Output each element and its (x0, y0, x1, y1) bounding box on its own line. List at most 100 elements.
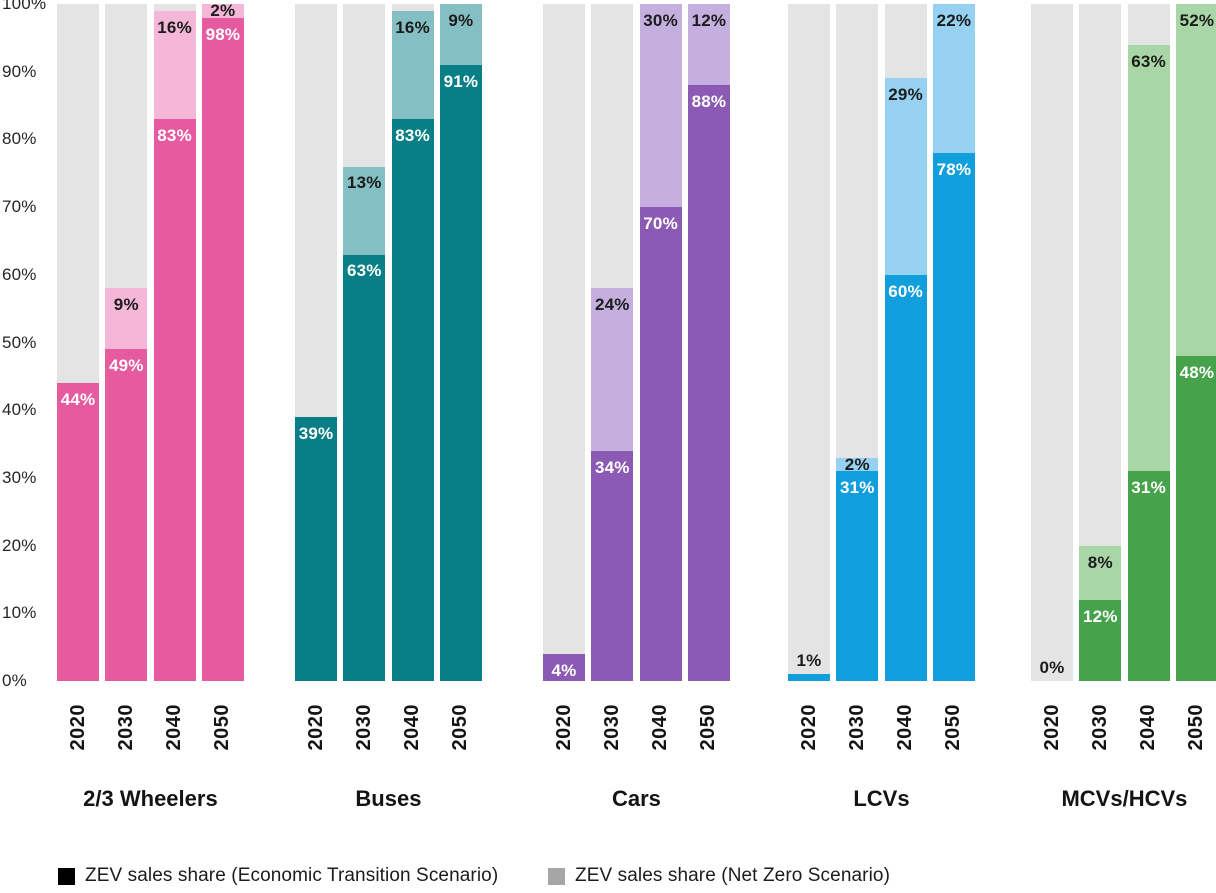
segment-ets-lcvs-2020 (788, 674, 830, 681)
bar-lcvs-2020: 1% (788, 4, 830, 681)
segment-nzs-mcvs-hcvs-2040 (1127, 44, 1170, 472)
bar-lcvs-2050: 78% 22% (932, 4, 975, 681)
segment-ets-2-3-wheelers-2020 (57, 383, 99, 681)
bar-mcvs-hcvs-2030: 12% 8% (1079, 4, 1122, 681)
value-label-nzs-mcvs-hcvs-2030: 8% (1087, 552, 1113, 572)
value-label-nzs-mcvs-hcvs-2040: 63% (1131, 51, 1166, 71)
value-label-ets-mcvs-hcvs-2040: 31% (1131, 478, 1166, 498)
value-label-ets-2-3-wheelers-2030: 49% (108, 356, 144, 376)
value-label-ets-buses-2020: 39% (298, 423, 334, 443)
segment-ets-lcvs-2040 (884, 274, 927, 681)
value-label-nzs-2-3-wheelers-2030: 9% (113, 295, 139, 315)
bar-buses-2040: 83% 16% (391, 4, 434, 681)
value-label-ets-lcvs-2030: 31% (839, 478, 875, 498)
x-axis-year-label-cars-2050: 2050 (688, 696, 730, 758)
bar-buses-2050: 91% 9% (439, 4, 482, 681)
x-axis-year-text: 2020 (66, 703, 89, 751)
value-label-nzs-buses-2050: 9% (448, 11, 474, 30)
x-axis-year-label-lcvs-2030: 2030 (836, 696, 878, 758)
x-axis-year-text: 2040 (894, 703, 917, 751)
value-label-ets-2-3-wheelers-2040: 83% (157, 126, 192, 146)
segment-ets-2-3-wheelers-2050 (201, 17, 244, 681)
x-axis-year-text: 2030 (352, 703, 375, 751)
segment-nzs-mcvs-hcvs-2050 (1175, 4, 1216, 357)
segment-nzs-lcvs-2030 (836, 457, 879, 472)
bar-2-3-wheelers-2040: 83% 16% (153, 4, 196, 681)
x-axis-year-text: 2020 (304, 703, 327, 751)
group-label-lcvs: LCVs (853, 786, 910, 811)
segment-ets-buses-2030 (343, 254, 386, 681)
segment-nzs-lcvs-2050 (932, 4, 975, 153)
segment-ets-lcvs-2030 (836, 471, 879, 681)
value-label-ets-lcvs-2020: 1% (796, 651, 822, 671)
y-axis-tick-10: 10% (2, 603, 37, 623)
segment-nzs-cars-2040 (639, 4, 682, 208)
x-axis-year-label-2-3-wheelers-2040: 2040 (154, 696, 196, 758)
bar-mcvs-hcvs-2050: 48% 52% (1175, 4, 1216, 681)
value-label-ets-mcvs-hcvs-2030: 12% (1082, 606, 1118, 626)
x-axis-year-text: 2050 (449, 703, 472, 751)
segment-ets-cars-2020 (543, 653, 585, 681)
x-axis-year-text: 2030 (600, 703, 623, 751)
value-label-ets-buses-2050: 91% (443, 71, 479, 91)
value-label-nzs-cars-2050: 12% (691, 11, 727, 30)
value-label-nzs-lcvs-2040: 29% (888, 85, 923, 105)
segment-ets-mcvs-hcvs-2030 (1079, 599, 1122, 681)
segment-ets-lcvs-2050 (932, 152, 975, 681)
x-axis-year-text: 2040 (401, 703, 424, 751)
segment-ets-buses-2040 (391, 119, 434, 681)
y-axis-tick-80: 80% (2, 129, 37, 149)
segment-ets-2-3-wheelers-2030 (105, 349, 148, 681)
bar-cars-2030: 34% 24% (591, 4, 634, 681)
bar-mcvs-hcvs-2040: 31% 63% (1127, 4, 1170, 681)
x-axis-year-text: 2020 (1040, 703, 1063, 751)
x-axis-year-text: 2040 (1137, 703, 1160, 751)
segment-nzs-mcvs-hcvs-2030 (1079, 545, 1122, 600)
y-axis-tick-100: 100% (2, 0, 47, 13)
y-axis-tick-60: 60% (2, 264, 37, 284)
value-label-ets-2-3-wheelers-2050: 98% (205, 24, 241, 44)
segment-nzs-buses-2050 (439, 4, 482, 65)
value-label-ets-lcvs-2040: 60% (888, 281, 923, 301)
segment-ets-mcvs-hcvs-2040 (1127, 471, 1170, 681)
y-axis-tick-90: 90% (2, 61, 37, 81)
x-axis-year-label-buses-2040: 2040 (392, 696, 434, 758)
x-axis-year-text: 2050 (211, 703, 234, 751)
x-axis-year-label-buses-2050: 2050 (440, 696, 482, 758)
value-label-nzs-cars-2030: 24% (594, 295, 630, 315)
bar-buses-2030: 63% 13% (343, 4, 386, 681)
bar-lcvs-2030: 31% 2% (836, 4, 879, 681)
segment-ets-cars-2030 (591, 450, 634, 681)
x-axis-year-label-cars-2020: 2020 (543, 696, 585, 758)
x-axis-year-text: 2030 (1088, 703, 1111, 751)
value-label-ets-lcvs-2050: 78% (936, 159, 972, 179)
x-axis-year-label-lcvs-2020: 2020 (788, 696, 830, 758)
segment-ets-buses-2050 (439, 64, 482, 681)
value-label-nzs-2-3-wheelers-2050: 2% (210, 1, 236, 20)
x-axis-year-text: 2050 (1185, 703, 1208, 751)
segment-ets-2-3-wheelers-2040 (153, 119, 196, 681)
y-axis-tick-30: 30% (2, 467, 37, 487)
segment-nzs-2-3-wheelers-2040 (153, 10, 196, 120)
bar-2-3-wheelers-2020: 44% (57, 4, 99, 681)
y-axis-tick-0: 0% (2, 671, 27, 690)
bar-cars-2040: 70% 30% (639, 4, 682, 681)
bar-mcvs-hcvs-2020: 0% (1031, 4, 1073, 681)
x-axis-year-label-2-3-wheelers-2020: 2020 (57, 696, 99, 758)
segment-ets-cars-2050 (687, 85, 730, 681)
value-label-nzs-cars-2040: 30% (643, 11, 678, 30)
segment-nzs-2-3-wheelers-2050 (201, 4, 244, 18)
x-axis-year-label-cars-2030: 2030 (591, 696, 633, 758)
segment-nzs-cars-2050 (687, 4, 730, 86)
bar-2-3-wheelers-2050: 98% 2% (201, 2, 244, 681)
value-label-ets-buses-2030: 63% (346, 261, 382, 281)
x-axis-year-label-lcvs-2040: 2040 (885, 696, 927, 758)
x-axis-year-text: 2020 (797, 703, 820, 751)
value-label-ets-cars-2050: 88% (691, 92, 727, 112)
x-axis-year-label-mcvs-hcvs-2020: 2020 (1031, 696, 1073, 758)
y-axis-tick-40: 40% (2, 400, 37, 420)
value-label-nzs-buses-2040: 16% (395, 17, 430, 37)
x-axis-year-label-mcvs-hcvs-2040: 2040 (1128, 696, 1170, 758)
value-label-nzs-lcvs-2030: 2% (844, 454, 870, 474)
